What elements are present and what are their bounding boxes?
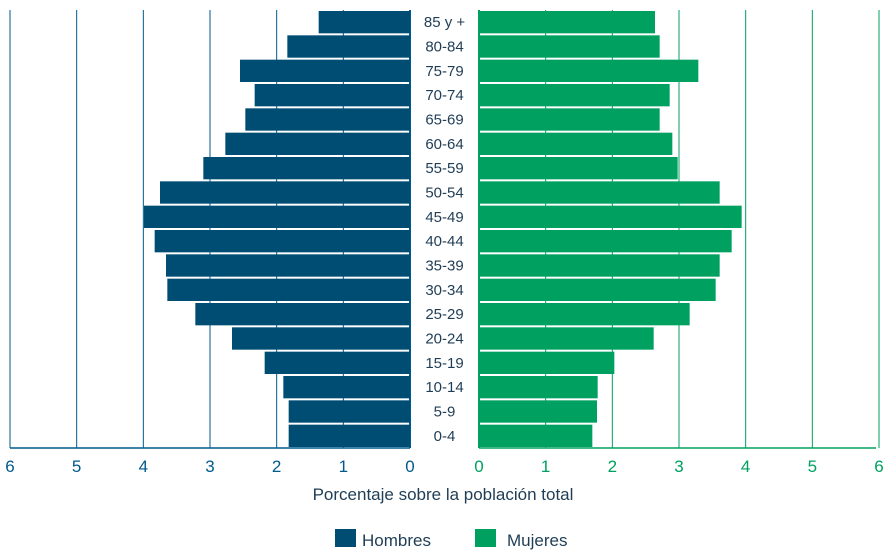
legend: Hombres Mujeres bbox=[335, 529, 567, 550]
bar-hombres-50-54 bbox=[160, 181, 410, 204]
age-label: 35-39 bbox=[425, 258, 463, 275]
age-label: 25-29 bbox=[425, 306, 463, 323]
bar-mujeres-85 y + bbox=[479, 11, 655, 34]
grid-lines bbox=[9, 10, 880, 449]
bars-group bbox=[144, 11, 742, 447]
bar-mujeres-35-39 bbox=[479, 254, 720, 277]
age-label: 55-59 bbox=[425, 160, 463, 177]
legend-label-hombres: Hombres bbox=[362, 531, 431, 550]
bar-hombres-40-44 bbox=[154, 230, 410, 253]
age-label: 50-54 bbox=[425, 185, 463, 202]
tick-label-right: 1 bbox=[541, 457, 550, 476]
bar-mujeres-5-9 bbox=[479, 400, 597, 423]
age-label: 80-84 bbox=[425, 39, 463, 56]
bar-mujeres-0-4 bbox=[479, 424, 593, 447]
tick-label-left: 6 bbox=[5, 457, 14, 476]
bar-hombres-70-74 bbox=[254, 84, 410, 107]
age-label: 75-79 bbox=[425, 63, 463, 80]
tick-label-right: 2 bbox=[608, 457, 617, 476]
bar-hombres-15-19 bbox=[264, 351, 410, 374]
age-label: 65-69 bbox=[425, 112, 463, 129]
age-label: 85 y + bbox=[424, 14, 466, 31]
bar-hombres-10-14 bbox=[283, 376, 410, 399]
tick-label-left: 4 bbox=[139, 457, 148, 476]
bar-hombres-35-39 bbox=[166, 254, 410, 277]
age-label: 40-44 bbox=[425, 233, 463, 250]
x-axis-title: Porcentaje sobre la población total bbox=[313, 485, 574, 504]
bar-hombres-55-59 bbox=[203, 157, 410, 180]
age-label: 30-34 bbox=[425, 282, 463, 299]
bar-hombres-45-49 bbox=[144, 205, 410, 228]
tick-label-left: 0 bbox=[405, 457, 414, 476]
tick-label-right: 0 bbox=[474, 457, 483, 476]
age-label: 0-4 bbox=[434, 428, 456, 445]
bar-mujeres-55-59 bbox=[479, 157, 678, 180]
bar-mujeres-50-54 bbox=[479, 181, 720, 204]
bar-mujeres-80-84 bbox=[479, 35, 660, 58]
bar-hombres-60-64 bbox=[225, 132, 410, 155]
tick-label-left: 5 bbox=[72, 457, 81, 476]
bar-hombres-30-34 bbox=[167, 278, 410, 301]
age-label: 10-14 bbox=[425, 379, 463, 396]
bar-hombres-20-24 bbox=[232, 327, 410, 350]
bar-mujeres-25-29 bbox=[479, 303, 690, 326]
tick-label-right: 4 bbox=[741, 457, 750, 476]
tick-label-left: 2 bbox=[272, 457, 281, 476]
bar-mujeres-65-69 bbox=[479, 108, 660, 131]
bar-mujeres-70-74 bbox=[479, 84, 670, 107]
bar-hombres-0-4 bbox=[288, 424, 410, 447]
bar-mujeres-75-79 bbox=[479, 59, 699, 82]
bar-mujeres-15-19 bbox=[479, 351, 615, 374]
tick-label-right: 6 bbox=[874, 457, 883, 476]
bar-mujeres-40-44 bbox=[479, 230, 732, 253]
tick-labels-group: 6 5 4 3 2 1 0 0 1 2 3 4 5 6 bbox=[5, 457, 883, 476]
bar-hombres-65-69 bbox=[245, 108, 410, 131]
legend-label-mujeres: Mujeres bbox=[507, 531, 567, 550]
age-label: 70-74 bbox=[425, 87, 463, 104]
bar-mujeres-45-49 bbox=[479, 205, 742, 228]
bar-hombres-75-79 bbox=[240, 59, 410, 82]
bar-mujeres-30-34 bbox=[479, 278, 716, 301]
age-label: 5-9 bbox=[434, 404, 456, 421]
tick-label-right: 5 bbox=[808, 457, 817, 476]
bar-hombres-25-29 bbox=[195, 303, 410, 326]
legend-swatch-hombres bbox=[335, 529, 356, 547]
age-label: 45-49 bbox=[425, 209, 463, 226]
tick-label-left: 1 bbox=[339, 457, 348, 476]
age-label: 20-24 bbox=[425, 331, 463, 348]
age-label: 15-19 bbox=[425, 355, 463, 372]
age-labels-group: 0-4 5-9 10-14 15-19 20-24 25-29 30-34 35-39 40-4… bbox=[424, 14, 466, 445]
bar-hombres-80-84 bbox=[287, 35, 410, 58]
tick-label-right: 3 bbox=[674, 457, 683, 476]
bar-mujeres-60-64 bbox=[479, 132, 673, 155]
bar-hombres-5-9 bbox=[288, 400, 410, 423]
tick-label-left: 3 bbox=[205, 457, 214, 476]
bar-mujeres-20-24 bbox=[479, 327, 654, 350]
age-label: 60-64 bbox=[425, 136, 463, 153]
bar-mujeres-10-14 bbox=[479, 376, 598, 399]
legend-swatch-mujeres bbox=[475, 529, 496, 547]
bar-hombres-85 y + bbox=[318, 11, 410, 34]
